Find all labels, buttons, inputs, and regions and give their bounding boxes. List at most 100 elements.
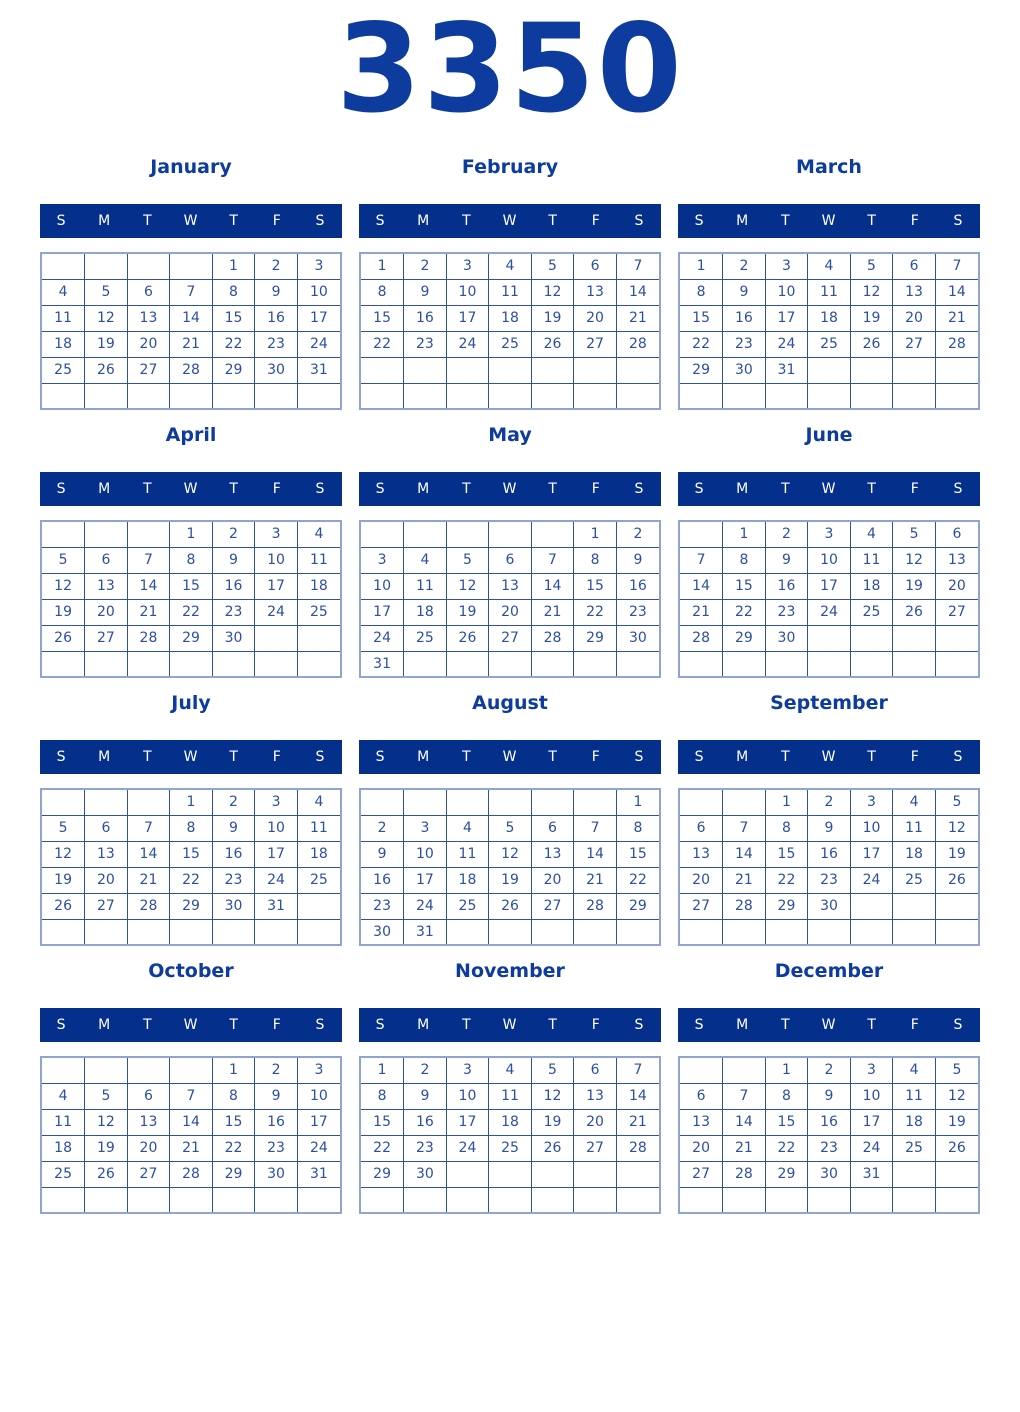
day-cell: 10 — [849, 814, 894, 842]
day-cell: 5 — [892, 520, 936, 548]
day-cell: 8 — [359, 1082, 405, 1110]
week-row: 6 7 8 9 10 11 12 — [678, 1082, 980, 1110]
weekday-letter: W — [183, 749, 199, 765]
empty-day-cell — [934, 1160, 980, 1188]
week-row: 15 16 17 18 19 20 21 — [359, 304, 661, 332]
day-cell: 24 — [254, 598, 298, 626]
day-cell: 27 — [678, 892, 724, 920]
day-cell: 15 — [211, 1108, 256, 1136]
empty-day-cell — [934, 624, 980, 652]
empty-day-cell — [573, 1160, 617, 1188]
week-row: 8 9 10 11 12 13 14 — [678, 278, 980, 306]
empty-day-cell — [211, 382, 256, 410]
empty-day-cell — [445, 382, 490, 410]
empty-day-cell — [807, 356, 851, 384]
day-cell: 6 — [678, 1082, 724, 1110]
empty-day-cell — [296, 650, 342, 678]
day-cell: 24 — [445, 330, 490, 358]
day-cell: 8 — [211, 1082, 256, 1110]
day-cell: 11 — [403, 572, 447, 600]
empty-day-cell — [169, 1056, 213, 1084]
day-cell: 7 — [573, 814, 617, 842]
day-cell: 13 — [573, 1082, 617, 1110]
weekday-letter: S — [634, 481, 645, 497]
empty-day-cell — [254, 1186, 298, 1214]
empty-day-cell — [126, 520, 171, 548]
day-cell: 8 — [211, 278, 256, 306]
day-cell: 12 — [934, 1082, 980, 1110]
day-cell: 21 — [678, 598, 724, 626]
day-cell: 14 — [126, 572, 171, 600]
week-row: 5 6 7 8 9 10 11 — [40, 814, 342, 842]
empty-day-cell — [678, 1186, 724, 1214]
day-cell: 13 — [126, 1108, 171, 1136]
day-cell: 1 — [211, 252, 256, 280]
day-cell: 25 — [40, 1160, 86, 1188]
day-cell: 2 — [722, 252, 766, 280]
weekday-letter: W — [502, 481, 518, 497]
week-row: 22 23 24 25 26 27 28 — [359, 330, 661, 358]
weekday-letter: S — [694, 1017, 705, 1033]
month-day-grid: 1 2 3 4 5 6 7 8 9 10 11 12 13 14 15 16 17 18 19 20 21 22 23 24 2… — [40, 788, 342, 946]
day-cell: 2 — [211, 520, 256, 548]
day-cell: 8 — [722, 546, 766, 574]
month-day-grid: 1 2 3 4 5 6 7 8 9 10 11 12 13 14 15 16 17 18 19 20 21 22 23 24 2… — [40, 1056, 342, 1214]
empty-day-cell — [359, 788, 405, 816]
day-cell: 7 — [169, 1082, 213, 1110]
day-cell: 30 — [403, 1160, 447, 1188]
empty-day-cell — [807, 918, 851, 946]
day-cell: 16 — [211, 572, 256, 600]
month-title: April — [165, 424, 217, 446]
week-row: 6 7 8 9 10 11 12 — [678, 814, 980, 842]
day-cell: 3 — [254, 520, 298, 548]
day-cell: 5 — [84, 278, 128, 306]
month-title: November — [455, 960, 565, 982]
day-cell: 11 — [849, 546, 894, 574]
day-cell: 10 — [849, 1082, 894, 1110]
day-cell: 26 — [445, 624, 490, 652]
empty-day-cell — [445, 1160, 490, 1188]
day-cell: 21 — [722, 866, 766, 894]
day-cell: 29 — [573, 624, 617, 652]
day-cell: 21 — [722, 1134, 766, 1162]
weekday-letter: T — [781, 749, 791, 765]
day-cell: 27 — [126, 356, 171, 384]
day-cell: 21 — [126, 866, 171, 894]
week-row: 28 29 30 — [678, 624, 980, 652]
day-cell: 27 — [84, 892, 128, 920]
day-cell: 10 — [807, 546, 851, 574]
empty-day-cell — [126, 382, 171, 410]
day-cell: 30 — [359, 918, 405, 946]
empty-day-cell — [445, 788, 490, 816]
day-cell: 29 — [678, 356, 724, 384]
day-cell: 25 — [488, 330, 532, 358]
empty-day-cell — [169, 918, 213, 946]
weekday-letter: W — [183, 213, 199, 229]
empty-day-cell — [892, 1160, 936, 1188]
day-cell: 8 — [764, 814, 809, 842]
day-cell: 15 — [359, 304, 405, 332]
weekday-letter: T — [548, 749, 558, 765]
day-cell: 6 — [530, 814, 575, 842]
day-cell: 4 — [40, 1082, 86, 1110]
day-cell: 24 — [403, 892, 447, 920]
day-cell: 13 — [126, 304, 171, 332]
empty-day-cell — [40, 650, 86, 678]
day-cell: 6 — [678, 814, 724, 842]
empty-day-cell — [359, 356, 405, 384]
empty-day-cell — [296, 624, 342, 652]
month-title: June — [805, 424, 853, 446]
week-row: 18 19 20 21 22 23 24 — [40, 330, 342, 358]
day-cell: 21 — [934, 304, 980, 332]
day-cell: 20 — [530, 866, 575, 894]
empty-day-cell — [40, 382, 86, 410]
weekday-letter: S — [634, 749, 645, 765]
week-row: 4 5 6 7 8 9 10 — [40, 1082, 342, 1110]
day-cell: 2 — [807, 1056, 851, 1084]
day-cell: 1 — [573, 520, 617, 548]
week-row — [678, 650, 980, 678]
